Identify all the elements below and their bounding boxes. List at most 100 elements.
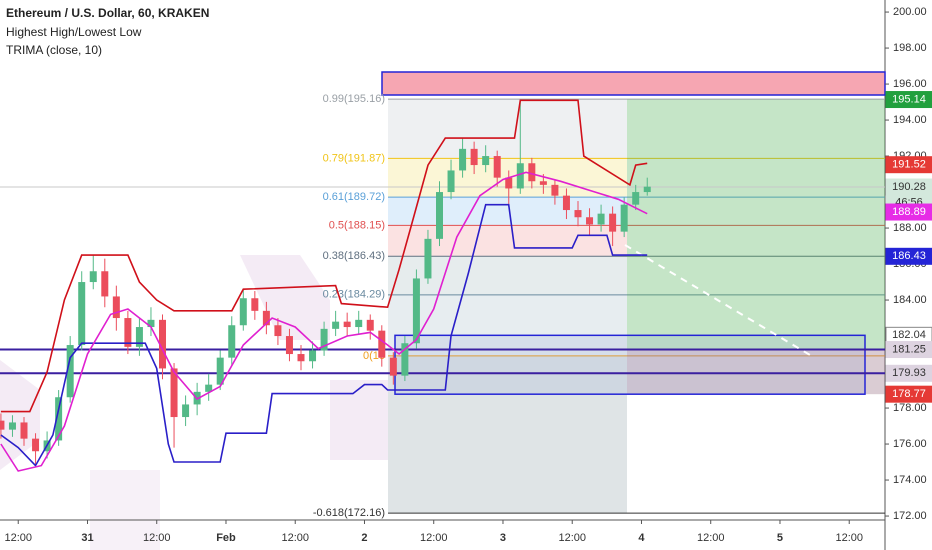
fib-label: 0.5(188.15) — [329, 219, 385, 231]
candle-body — [609, 213, 617, 232]
y-tick-label: 196.00 — [893, 78, 927, 90]
candle-body — [112, 296, 120, 319]
indicator-line — [0, 203, 648, 467]
candle-body — [66, 345, 74, 398]
candle-body — [378, 330, 386, 358]
candle-body — [620, 204, 628, 232]
candle-body — [459, 148, 467, 171]
price-tag — [885, 247, 932, 265]
y-tick-label: 178.00 — [893, 402, 927, 414]
candle-body — [632, 192, 640, 205]
candle-body — [274, 325, 282, 337]
candle-body — [89, 271, 97, 283]
price-tag-label: 179.93 — [892, 367, 926, 379]
candle-body — [447, 170, 455, 193]
cloud — [240, 255, 330, 340]
price-tag — [885, 364, 932, 382]
candle-body — [551, 184, 559, 196]
fib-label: 0.79(191.87) — [323, 152, 385, 164]
fib-label: 0.38(186.43) — [323, 250, 385, 262]
candle-body — [147, 319, 155, 328]
fib-label: 0.23(184.29) — [323, 289, 385, 301]
indicator-line — [0, 171, 648, 472]
candle-body — [0, 420, 5, 430]
candle-body — [124, 318, 132, 347]
price-tag — [885, 156, 932, 174]
candle-body — [562, 195, 570, 211]
y-tick-label: 188.00 — [893, 222, 927, 234]
candle-body — [424, 238, 432, 279]
x-tick-label: 2 — [361, 532, 367, 544]
price-tag-label: 188.89 — [892, 206, 926, 218]
candle-body — [401, 343, 409, 376]
cloud — [90, 470, 160, 550]
candle-body — [285, 336, 293, 355]
fib-zone — [388, 99, 627, 159]
candle-body — [55, 397, 63, 441]
support-zone — [394, 334, 866, 395]
x-tick-label: 31 — [81, 532, 93, 544]
x-tick-label: 12:00 — [420, 532, 448, 544]
projection — [624, 244, 811, 356]
fib-zone — [388, 225, 627, 257]
y-tick-label: 174.00 — [893, 474, 927, 486]
price-tag — [885, 203, 932, 221]
price-tag-label: 181.25 — [892, 343, 926, 355]
candle-body — [309, 350, 317, 362]
fib-zone — [388, 256, 627, 295]
candle-body — [135, 327, 143, 347]
candle-body — [482, 156, 490, 166]
x-tick-label: 12:00 — [835, 532, 863, 544]
x-tick-label: 12:00 — [558, 532, 586, 544]
price-tag-label: 191.52 — [892, 159, 926, 171]
candle-body — [297, 354, 305, 362]
x-tick-label: 3 — [500, 532, 506, 544]
candle-body — [159, 319, 167, 369]
candle-body — [389, 357, 397, 376]
candle-body — [320, 328, 328, 351]
background-layer — [0, 99, 627, 550]
candle-body — [205, 384, 213, 392]
price-tag — [885, 91, 932, 109]
x-tick-label: 12:00 — [281, 532, 309, 544]
candle-body — [493, 156, 501, 178]
resistance-zone — [381, 71, 886, 96]
fib-label: 0.99(195.16) — [323, 93, 385, 105]
candle-body — [182, 404, 190, 418]
candle-body — [355, 319, 363, 328]
candle-body — [216, 357, 224, 385]
candle-body — [574, 210, 582, 218]
candle-body — [101, 271, 109, 297]
indicator-label: TRIMA (close, 10) — [6, 43, 102, 57]
y-tick-label: 172.00 — [893, 510, 927, 522]
price-tag-label: 178.77 — [892, 388, 926, 400]
fib-label: -0.618(172.16) — [313, 507, 385, 519]
y-tick-label: 194.00 — [893, 114, 927, 126]
price-tag-label: 182.04 — [892, 329, 926, 341]
candle-body — [228, 325, 236, 358]
candle-body — [170, 368, 178, 418]
candle-body — [412, 278, 420, 344]
y-tick-label: 184.00 — [893, 294, 927, 306]
price-tag-label: 186.43 — [892, 250, 926, 262]
candle-body — [516, 163, 524, 189]
candle-body — [366, 319, 374, 331]
chart-title: Ethereum / U.S. Dollar, 60, KRAKEN — [6, 6, 209, 20]
x-tick-label: 5 — [777, 532, 783, 544]
y-tick-label: 176.00 — [893, 438, 927, 450]
candle-body — [32, 438, 40, 452]
fib-zone — [388, 355, 627, 514]
loss-zone — [627, 349, 885, 395]
indicator-line — [0, 99, 648, 413]
candle-body — [539, 181, 547, 185]
cloud — [330, 380, 388, 460]
price-tag — [885, 385, 932, 403]
candle-body — [528, 163, 536, 182]
candle-body — [20, 422, 28, 439]
candle-body — [435, 192, 443, 239]
fib-label: 0.61(189.72) — [323, 191, 385, 203]
cloud — [0, 360, 40, 470]
profit-zone — [627, 99, 885, 350]
candle-body — [643, 186, 651, 193]
